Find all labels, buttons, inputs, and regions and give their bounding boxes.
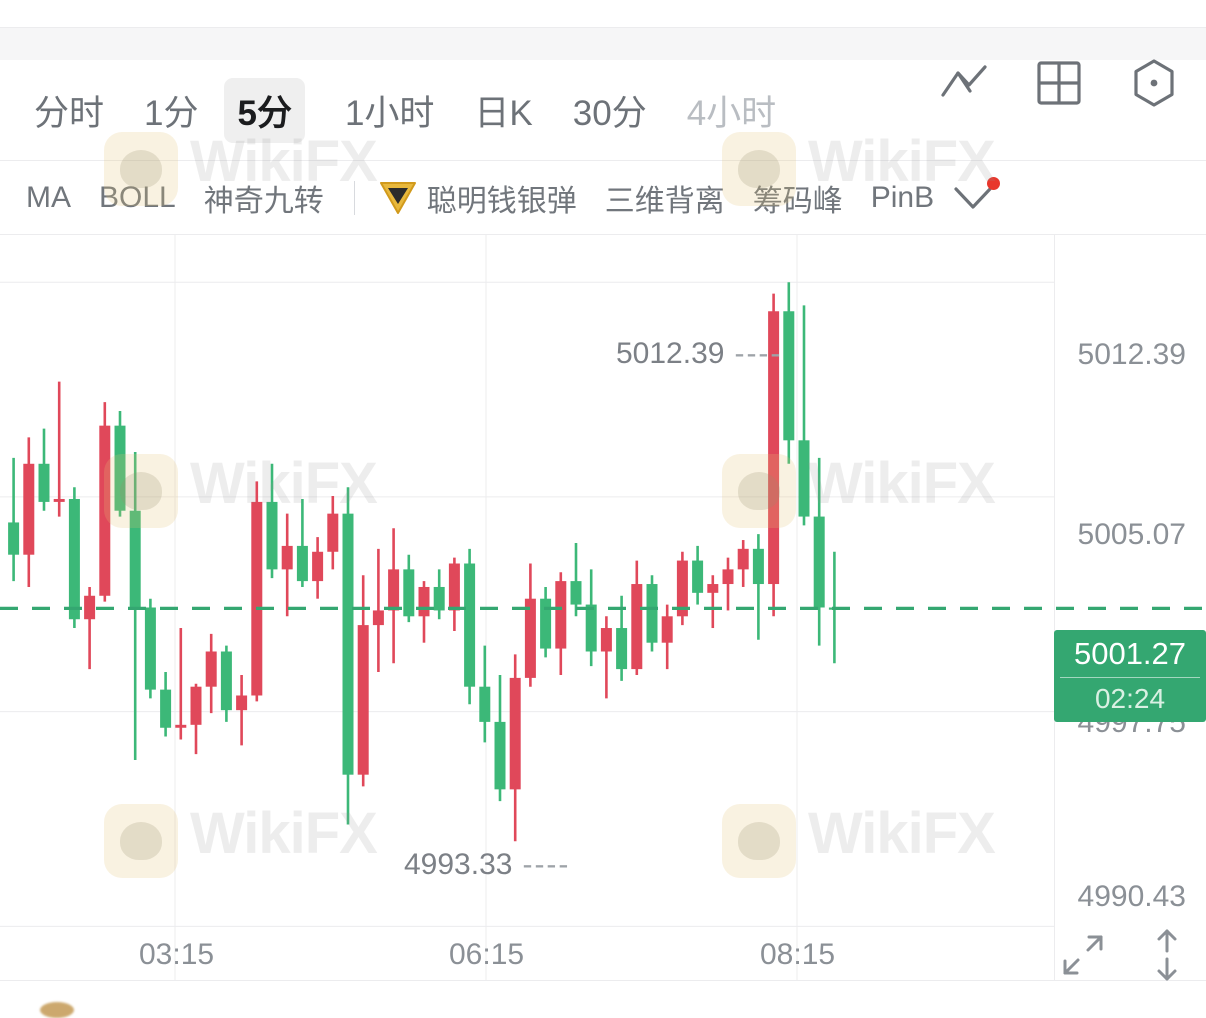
indicator-ma[interactable]: MA bbox=[26, 180, 71, 214]
timeframe-divider bbox=[0, 160, 1206, 161]
low-annotation: 4993.33 ---- bbox=[404, 848, 571, 881]
last-price-value: 5001.27 bbox=[1073, 636, 1187, 671]
timeframe-30min[interactable]: 30分 bbox=[572, 93, 647, 133]
y-tick-label-1: 5005.07 bbox=[1077, 518, 1186, 551]
indicator-sanweibeili[interactable]: 三维背离 bbox=[604, 184, 725, 218]
timeframe-dayk[interactable]: 日K bbox=[474, 93, 533, 133]
indicator-congmingqian[interactable]: 聪明钱 bbox=[377, 176, 517, 220]
timeframe-4hour[interactable]: 4小时 bbox=[686, 93, 777, 133]
indicator-shenqijiuzhuan[interactable]: 神奇九转 bbox=[203, 184, 324, 218]
timeframe-5min[interactable]: 5分 bbox=[224, 77, 305, 143]
timeframe-icon-group bbox=[940, 58, 1178, 108]
vertical-scale-icon[interactable] bbox=[1150, 928, 1184, 987]
last-price-badge[interactable]: 5001.27 02:24 bbox=[1054, 630, 1206, 722]
bottom-strip bbox=[0, 981, 1206, 1014]
timeframe-bar: 分时 1分 5分 1小时 日K 30分 4小时 bbox=[0, 60, 1206, 160]
y-tick-label-3: 4990.43 bbox=[1077, 880, 1186, 913]
top-divider bbox=[0, 27, 1206, 28]
price-axis-divider bbox=[1054, 235, 1055, 980]
chart-controls bbox=[1058, 928, 1184, 987]
x-axis-divider bbox=[0, 980, 1206, 981]
x-tick-label-0: 03:15 bbox=[139, 938, 215, 971]
chevron-down-icon[interactable] bbox=[950, 176, 1001, 215]
new-badge-dot bbox=[987, 176, 1001, 190]
grid-layout-icon[interactable] bbox=[1036, 60, 1082, 106]
chart-type-icon[interactable] bbox=[940, 61, 988, 105]
indicator-congmingqian-label: 聪明钱 bbox=[426, 184, 517, 218]
indicator-choumafeng[interactable]: 筹码峰 bbox=[752, 184, 843, 218]
timeframe-1hour[interactable]: 1小时 bbox=[344, 93, 435, 133]
candlestick-chart[interactable] bbox=[0, 235, 1206, 980]
indicator-pinb[interactable]: PinB bbox=[870, 180, 935, 214]
indicator-yindan[interactable]: 银弹 bbox=[516, 184, 577, 218]
countdown-timer: 02:24 bbox=[1094, 683, 1166, 714]
y-tick-label-0: 5012.39 bbox=[1077, 338, 1186, 371]
high-annotation-value: 5012.39 bbox=[616, 337, 725, 370]
low-annotation-value: 4993.33 bbox=[404, 848, 513, 881]
diamond-icon bbox=[377, 179, 419, 217]
timeframe-1min[interactable]: 1分 bbox=[144, 93, 199, 133]
badge-divider bbox=[1060, 677, 1200, 678]
chart-canvas[interactable] bbox=[0, 235, 1206, 980]
expand-fullscreen-icon[interactable] bbox=[1058, 930, 1108, 985]
x-tick-label-1: 06:15 bbox=[449, 938, 525, 971]
indicator-divider bbox=[0, 234, 1206, 235]
settings-hexagon-icon[interactable] bbox=[1130, 58, 1178, 108]
high-annotation: 5012.39 ---- bbox=[616, 337, 783, 370]
top-strip bbox=[0, 28, 1206, 60]
timeframe-fenshi[interactable]: 分时 bbox=[34, 93, 105, 133]
indicator-separator bbox=[353, 180, 355, 215]
indicator-boll[interactable]: BOLL bbox=[99, 180, 176, 214]
bottom-partial-element bbox=[40, 1002, 74, 1018]
indicator-bar: MA BOLL 神奇九转 聪明钱 银弹 三维背离 筹码峰 PinB bbox=[0, 161, 1206, 234]
x-tick-label-2: 08:15 bbox=[760, 938, 836, 971]
